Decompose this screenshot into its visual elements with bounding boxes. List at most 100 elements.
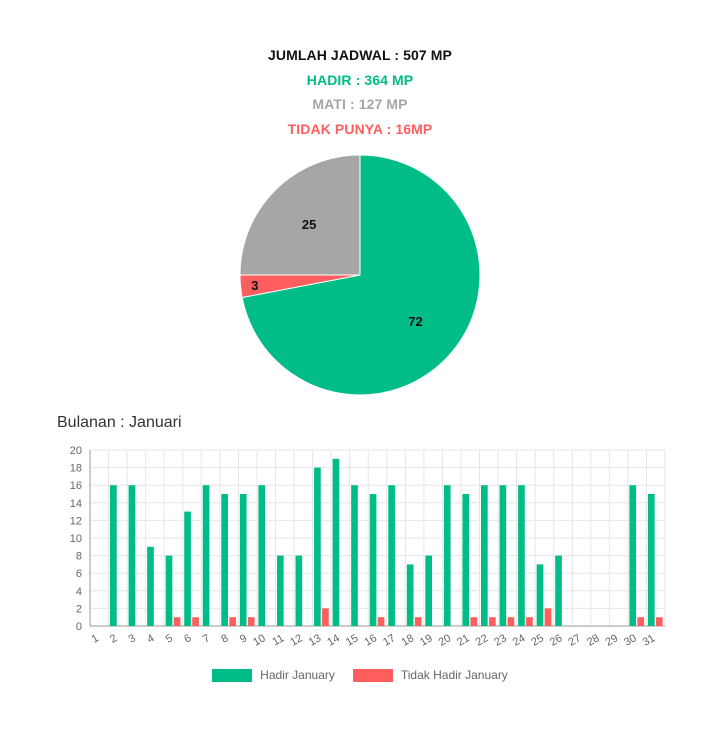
x-tick-label: 5 [164,632,175,645]
x-tick-label: 31 [641,632,658,649]
bar-tidak-hadir [507,617,515,626]
legend-label-tidak-hadir: Tidak Hadir January [400,668,508,682]
bar-tidak-hadir [173,617,181,626]
y-tick-label: 6 [76,568,82,580]
hadir-label: HADIR : 364 MP [306,71,414,88]
x-tick-label: 11 [270,632,286,648]
y-tick-label: 0 [76,621,82,633]
x-tick-label: 12 [288,632,305,649]
x-tick-label: 23 [492,632,509,649]
attendance-pie-chart: 72 3 25 [239,154,481,396]
bar-hadir [406,564,414,626]
mati-label: MATI : 127 MP [312,96,408,112]
bar-tidak-hadir [489,617,496,626]
pie-slice-label: 3 [251,278,258,293]
bar-hadir [388,485,395,626]
pie-slice [241,154,481,396]
pie-slice [239,154,361,276]
legend-item-tidak-hadir[interactable]: Tidak Hadir January [352,668,508,682]
x-tick-label: 21 [455,632,472,649]
bar-hadir [202,485,210,626]
bar-hadir [647,494,655,626]
x-tick-label: 15 [344,632,361,649]
bar-tidak-hadir [247,617,255,626]
legend-item-hadir[interactable]: Hadir January [212,668,335,682]
summary-block: JUMLAH JADWAL : 507 MP HADIR : 364 MP MA… [0,43,720,141]
bar-hadir [443,485,451,626]
bar-hadir [332,458,340,626]
bar-hadir [295,555,303,626]
y-tick-label: 18 [70,463,82,475]
bar-hadir [165,555,173,626]
bar-hadir [147,546,154,626]
bar-hadir [481,485,488,626]
x-tick-label: 2 [108,632,119,645]
x-tick-label: 9 [238,632,249,645]
pie-slice-label: 72 [408,314,422,329]
x-tick-label: 14 [325,632,342,649]
bar-hadir [276,555,284,626]
bar-hadir [499,485,507,626]
legend-swatch-hadir [212,668,253,682]
x-tick-label: 25 [529,632,546,649]
bar-tidak-hadir [229,617,237,626]
bar-hadir [258,485,266,626]
y-tick-label: 14 [70,498,82,510]
x-tick-label: 27 [566,632,583,649]
bar-tidak-hadir [322,608,329,626]
tidak-punya-label: TIDAK PUNYA : 16MP [287,120,433,137]
x-tick-label: 24 [511,632,528,649]
bar-hadir [555,555,562,626]
month-title: Bulanan : Januari [57,414,182,431]
bar-tidak-hadir [470,617,478,626]
bar-tidak-hadir [192,617,199,626]
x-tick-label: 10 [251,632,268,649]
chart-legend: Hadir January Tidak Hadir January [0,668,720,682]
bar-hadir [110,485,117,626]
bar-tidak-hadir [526,617,533,626]
bar-tidak-hadir [414,617,422,626]
bar-tidak-hadir [655,617,663,626]
x-tick-label: 19 [418,632,435,649]
bar-hadir [369,494,377,626]
bar-hadir [314,467,321,626]
bar-hadir [351,485,358,626]
y-tick-label: 20 [70,445,82,457]
x-tick-label: 13 [307,632,324,649]
x-tick-label: 3 [127,632,138,645]
bar-hadir [536,564,544,626]
x-tick-label: 17 [381,632,398,649]
x-tick-label: 16 [362,632,379,649]
bar-hadir [184,511,191,626]
y-tick-label: 4 [76,586,82,598]
y-tick-label: 12 [70,515,82,527]
x-tick-label: 22 [474,632,491,649]
x-tick-label: 1 [89,632,100,645]
y-tick-label: 2 [76,603,82,615]
total-schedule-label: JUMLAH JADWAL : 507 MP [268,47,452,63]
bar-tidak-hadir [637,617,645,626]
x-tick-label: 4 [145,632,156,645]
x-tick-label: 26 [548,632,565,649]
bar-hadir [425,555,433,626]
legend-swatch-tidak-hadir [352,668,393,682]
bar-hadir [221,494,228,626]
y-tick-label: 16 [70,480,82,492]
x-tick-label: 28 [585,632,602,649]
bar-hadir [462,494,470,626]
legend-label-hadir: Hadir January [260,668,335,682]
x-tick-label: 30 [622,632,639,649]
x-tick-label: 7 [201,632,212,645]
bar-hadir [239,494,247,626]
x-tick-label: 18 [399,632,416,649]
y-tick-label: 10 [70,533,82,545]
x-tick-label: 29 [604,632,621,649]
x-tick-label: 6 [182,632,193,645]
pie-slice-label: 25 [302,217,316,232]
bar-hadir [518,485,525,626]
bar-tidak-hadir [377,617,385,626]
x-tick-label: 20 [437,632,454,649]
x-tick-label: 8 [219,632,230,645]
bar-hadir [128,485,136,626]
